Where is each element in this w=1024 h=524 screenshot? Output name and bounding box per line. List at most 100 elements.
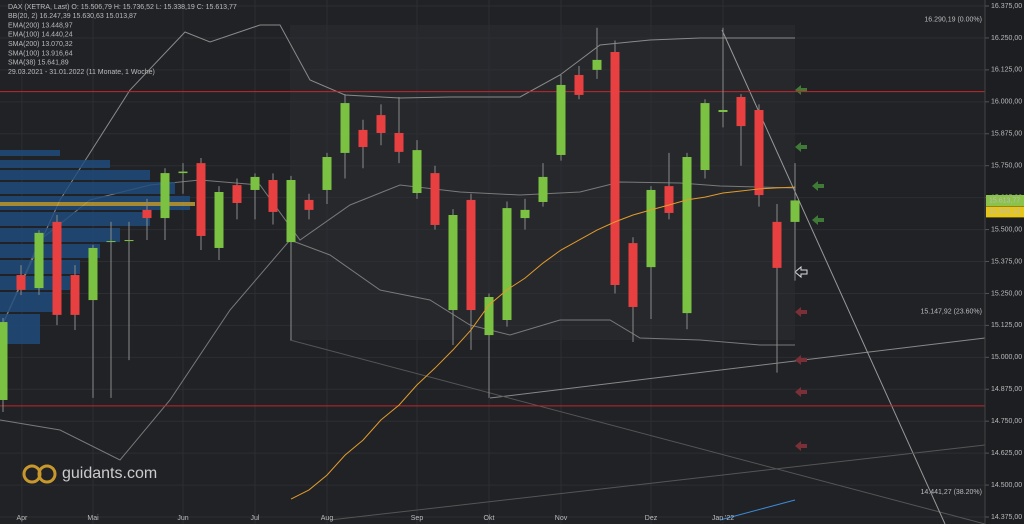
y-tick-label: 14.625,00 [991, 450, 1022, 457]
candle-body [574, 74, 584, 95]
x-tick-label: Jan '22 [712, 515, 734, 522]
candle-body [502, 208, 512, 321]
candle-body [538, 176, 548, 202]
x-tick-label: Aug [321, 515, 334, 522]
y-tick-label: 15.000,00 [991, 354, 1022, 361]
candle-body [88, 247, 98, 301]
candle-body [232, 185, 242, 203]
candle-body [466, 199, 476, 311]
annotation: 14.441,27 (38.20%) [921, 489, 983, 496]
y-tick-label: 14.875,00 [991, 386, 1022, 393]
x-tick-label: Apr [16, 515, 28, 522]
candle-body [736, 96, 746, 127]
x-tick-label: Mai [87, 515, 99, 522]
marks: 14.375,00 14.500,00 14.625,00 14.750,00 14.8… [0, 3, 1024, 522]
logo: guidants.com [22, 464, 157, 484]
candle-body [718, 109, 728, 113]
candle-body [268, 179, 278, 212]
x-tick-label: Sep [411, 515, 424, 522]
candle-body [430, 173, 440, 225]
candle-body [700, 103, 710, 171]
y-tick-label: 16.125,00 [991, 67, 1022, 74]
candle-body [106, 241, 116, 243]
candle-body [250, 176, 260, 190]
x-tick-label: Okt [484, 515, 495, 522]
legend-entry: SMA(38) 15.641,89 [8, 60, 69, 67]
y-tick-label: 15.875,00 [991, 131, 1022, 138]
candle-body [610, 51, 620, 286]
candle-body [142, 209, 152, 219]
y-tick-label: 15.250,00 [991, 290, 1022, 297]
candle-body [628, 243, 638, 307]
candle-body [214, 192, 224, 248]
legend-entry: EMA(100) 14.440,24 [8, 32, 73, 39]
price-tag [986, 206, 1024, 218]
annotation: 16.290,19 (0.00%) [924, 17, 982, 24]
y-tick-label: 16.250,00 [991, 35, 1022, 42]
candle-body [664, 186, 674, 213]
ema-line [719, 499, 796, 521]
logo-text: guidants.com [62, 465, 157, 482]
candle-body [646, 189, 656, 268]
y-tick-label: 14.750,00 [991, 418, 1022, 425]
candle-body [52, 221, 62, 315]
candle-body [34, 232, 44, 289]
candle-body [772, 221, 782, 268]
y-tick-label: 14.500,00 [991, 482, 1022, 489]
x-tick-label: Nov [555, 515, 568, 522]
price-tag-label: 15.569,14 [989, 209, 1020, 216]
candle-body [160, 173, 170, 219]
legend-entry: BB(20, 2) 16.247,39 15.630,63 15.013,87 [8, 13, 137, 20]
legend-entry: SMA(200) 13.070,32 [8, 41, 73, 48]
y-tick-label: 15.125,00 [991, 322, 1022, 329]
candle-body [286, 179, 296, 243]
candle-body [556, 84, 566, 155]
candle-body [0, 322, 8, 400]
price-tag-label: 15.613,77 [989, 197, 1020, 204]
candle-body [484, 297, 494, 336]
candle-body [592, 59, 602, 70]
signal-arrows [794, 85, 824, 451]
candle-body [412, 150, 422, 194]
grid [0, 0, 985, 524]
logo-icon [37, 464, 57, 484]
trendline [289, 339, 986, 524]
candle-body [196, 163, 206, 236]
price-tag [986, 194, 1024, 206]
x-tick-label: Jul [251, 515, 260, 522]
candle-body [70, 275, 80, 315]
candle-body [304, 199, 314, 210]
candle-body [376, 115, 386, 133]
candle-body [754, 109, 764, 196]
legend-entry: SMA(100) 13.916,64 [8, 50, 73, 57]
candle-body [178, 171, 188, 174]
trendline [489, 337, 986, 399]
y-tick-label: 14.375,00 [991, 514, 1022, 521]
candle-body [394, 132, 404, 152]
legend-entry: 29.03.2021 - 31.01.2022 (11 Monate, 1 Wo… [8, 69, 155, 76]
y-tick-label: 15.375,00 [991, 258, 1022, 265]
candle-body [682, 157, 692, 314]
candle-body [340, 103, 350, 153]
annotation: 15.147,92 (23.60%) [921, 308, 983, 315]
candle-body [322, 157, 332, 190]
candle-body [124, 240, 134, 242]
candle-body [448, 214, 458, 311]
candle-body [520, 209, 530, 219]
x-tick-label: Jun [177, 515, 188, 522]
candle-body [790, 200, 800, 222]
volume-profile [0, 150, 195, 344]
y-tick-label: 15.750,00 [991, 163, 1022, 170]
bollinger-lower [0, 239, 795, 461]
legend-entry: EMA(200) 13.448,97 [8, 22, 73, 29]
y-tick-label: 16.000,00 [991, 99, 1022, 106]
candle-body [16, 275, 26, 290]
x-tick-label: Dez [645, 515, 658, 522]
y-tick-label: 16.375,00 [991, 3, 1022, 10]
y-tick-label: 15.500,00 [991, 226, 1022, 233]
candle-body [358, 129, 368, 148]
trendline [329, 444, 986, 521]
legend-entry: DAX (XETRA, Last) O: 15.506,79 H: 15.736… [8, 4, 237, 11]
sma-line [290, 186, 796, 500]
